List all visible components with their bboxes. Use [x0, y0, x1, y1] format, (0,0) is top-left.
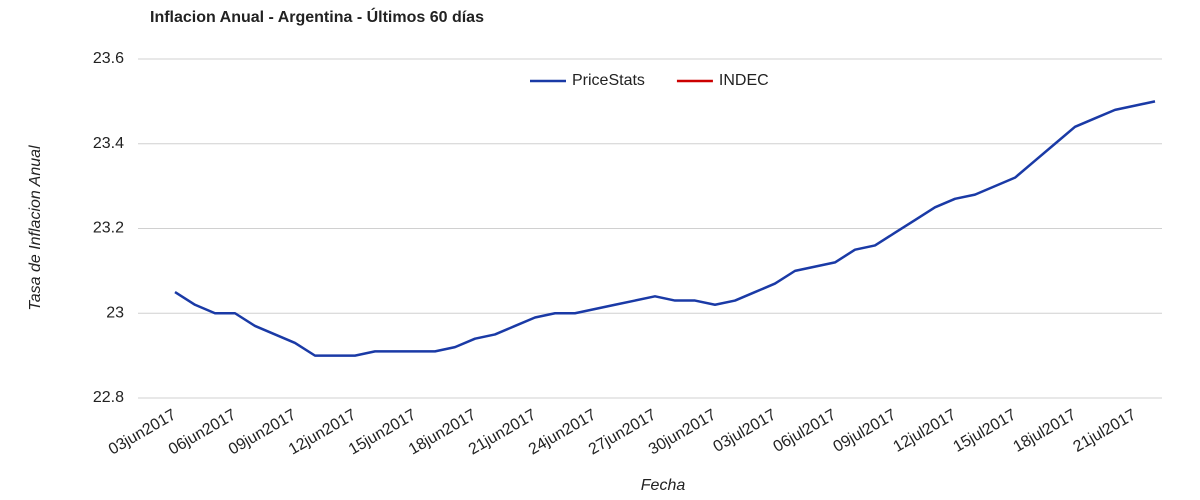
x-axis-label: Fecha: [641, 477, 686, 494]
x-tick-label: 06jun2017: [166, 406, 239, 458]
x-tick-label: 24jun2017: [526, 406, 599, 458]
y-tick-label: 23.2: [93, 220, 124, 237]
legend-label: PriceStats: [572, 72, 645, 89]
x-tick-label: 12jun2017: [286, 406, 359, 458]
x-tick-label: 15jun2017: [346, 406, 419, 458]
x-tick-label: 09jul2017: [831, 406, 900, 455]
x-tick-label: 03jul2017: [711, 406, 780, 455]
x-tick-label: 30jun2017: [646, 406, 719, 458]
y-axis-label: Tasa de Inflacion Anual: [27, 145, 44, 311]
y-tick-label: 22.8: [93, 389, 124, 406]
chart-title: Inflacion Anual - Argentina - Últimos 60…: [150, 7, 484, 26]
y-tick-label: 23.6: [93, 50, 124, 67]
y-tick-label: 23: [106, 304, 124, 321]
x-tick-label: 21jul2017: [1071, 406, 1140, 455]
x-tick-label: 09jun2017: [226, 406, 299, 458]
x-tick-label: 21jun2017: [466, 406, 539, 458]
x-tick-label: 15jul2017: [951, 406, 1020, 455]
x-tick-label: 18jul2017: [1011, 406, 1080, 455]
y-tick-label: 23.4: [93, 135, 124, 152]
series-line: [174, 100, 1156, 357]
x-tick-label: 03jun2017: [106, 406, 179, 458]
x-tick-label: 18jun2017: [406, 406, 479, 458]
x-tick-label: 06jul2017: [771, 406, 840, 455]
legend-label: INDEC: [719, 72, 769, 89]
x-tick-label: 12jul2017: [891, 406, 960, 455]
x-tick-label: 27jun2017: [586, 406, 659, 458]
